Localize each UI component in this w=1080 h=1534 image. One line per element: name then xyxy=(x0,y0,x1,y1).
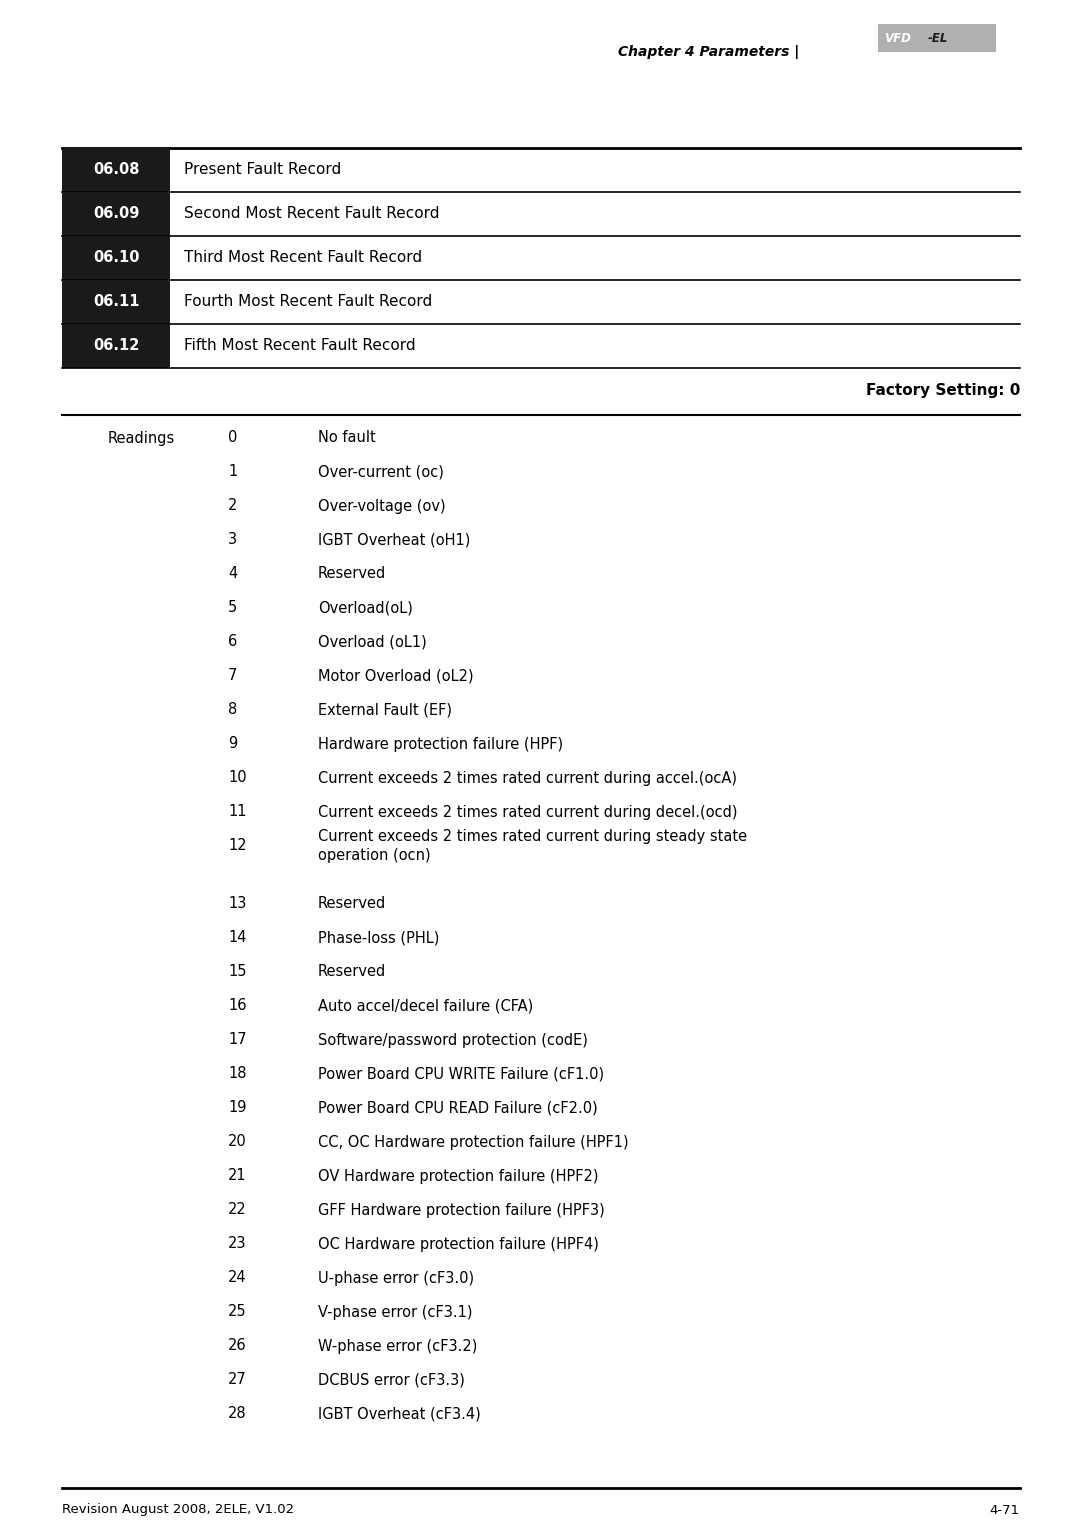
Text: CC, OC Hardware protection failure (HPF1): CC, OC Hardware protection failure (HPF1… xyxy=(318,1135,629,1149)
Text: Reserved: Reserved xyxy=(318,896,387,911)
Text: 6: 6 xyxy=(228,635,238,649)
Text: Chapter 4 Parameters |: Chapter 4 Parameters | xyxy=(618,44,799,58)
Text: 11: 11 xyxy=(228,804,246,819)
Text: 26: 26 xyxy=(228,1339,246,1353)
Text: External Fault (EF): External Fault (EF) xyxy=(318,703,453,718)
Text: 15: 15 xyxy=(228,965,246,980)
Bar xyxy=(62,281,170,324)
Text: Software/password protection (codE): Software/password protection (codE) xyxy=(318,1032,588,1048)
Text: 1: 1 xyxy=(228,465,238,480)
Text: 24: 24 xyxy=(228,1270,246,1285)
Text: 28: 28 xyxy=(228,1407,246,1422)
Text: 14: 14 xyxy=(228,931,246,945)
Text: Third Most Recent Fault Record: Third Most Recent Fault Record xyxy=(184,250,422,265)
Text: 10: 10 xyxy=(228,770,246,785)
Text: U-phase error (cF3.0): U-phase error (cF3.0) xyxy=(318,1270,474,1285)
Text: 27: 27 xyxy=(228,1373,246,1387)
Text: No fault: No fault xyxy=(318,431,376,445)
Text: Over-current (oc): Over-current (oc) xyxy=(318,465,444,480)
Text: Hardware protection failure (HPF): Hardware protection failure (HPF) xyxy=(318,736,563,752)
Text: Auto accel/decel failure (CFA): Auto accel/decel failure (CFA) xyxy=(318,999,534,1014)
Text: 0: 0 xyxy=(228,431,238,445)
Text: OV Hardware protection failure (HPF2): OV Hardware protection failure (HPF2) xyxy=(318,1169,598,1184)
Text: Fourth Most Recent Fault Record: Fourth Most Recent Fault Record xyxy=(184,295,432,310)
Bar xyxy=(62,147,170,192)
Text: 2: 2 xyxy=(228,499,238,514)
Text: Current exceeds 2 times rated current during decel.(ocd): Current exceeds 2 times rated current du… xyxy=(318,804,738,819)
Text: 06.09: 06.09 xyxy=(93,207,139,221)
Text: 12: 12 xyxy=(228,839,246,853)
Text: 22: 22 xyxy=(228,1203,246,1218)
Text: IGBT Overheat (cF3.4): IGBT Overheat (cF3.4) xyxy=(318,1407,481,1422)
Text: 06.12: 06.12 xyxy=(93,339,139,353)
Text: Power Board CPU READ Failure (cF2.0): Power Board CPU READ Failure (cF2.0) xyxy=(318,1100,597,1115)
Bar xyxy=(62,324,170,368)
Text: 25: 25 xyxy=(228,1304,246,1319)
Text: 7: 7 xyxy=(228,669,238,684)
Text: Motor Overload (oL2): Motor Overload (oL2) xyxy=(318,669,474,684)
Text: 4-71: 4-71 xyxy=(990,1503,1020,1517)
Text: Reserved: Reserved xyxy=(318,566,387,581)
Text: 19: 19 xyxy=(228,1100,246,1115)
Text: Phase-loss (PHL): Phase-loss (PHL) xyxy=(318,931,440,945)
Text: 17: 17 xyxy=(228,1032,246,1048)
Text: Power Board CPU WRITE Failure (cF1.0): Power Board CPU WRITE Failure (cF1.0) xyxy=(318,1066,604,1081)
Text: 9: 9 xyxy=(228,736,238,752)
Text: 13: 13 xyxy=(228,896,246,911)
Bar xyxy=(62,236,170,281)
Text: -EL: -EL xyxy=(928,32,948,44)
Text: 06.11: 06.11 xyxy=(93,295,139,310)
Text: 4: 4 xyxy=(228,566,238,581)
Text: Overload(oL): Overload(oL) xyxy=(318,600,413,615)
Text: 23: 23 xyxy=(228,1236,246,1252)
Text: GFF Hardware protection failure (HPF3): GFF Hardware protection failure (HPF3) xyxy=(318,1203,605,1218)
Text: IGBT Overheat (oH1): IGBT Overheat (oH1) xyxy=(318,532,471,548)
Text: 18: 18 xyxy=(228,1066,246,1081)
Text: 06.08: 06.08 xyxy=(93,163,139,178)
Text: 3: 3 xyxy=(228,532,238,548)
Text: VFD: VFD xyxy=(885,32,910,44)
Text: Over-voltage (ov): Over-voltage (ov) xyxy=(318,499,446,514)
Text: Fifth Most Recent Fault Record: Fifth Most Recent Fault Record xyxy=(184,339,416,353)
Text: Current exceeds 2 times rated current during accel.(ocA): Current exceeds 2 times rated current du… xyxy=(318,770,737,785)
Text: 06.10: 06.10 xyxy=(93,250,139,265)
Text: Current exceeds 2 times rated current during steady state
operation (ocn): Current exceeds 2 times rated current du… xyxy=(318,828,747,864)
Text: Second Most Recent Fault Record: Second Most Recent Fault Record xyxy=(184,207,440,221)
Text: DCBUS error (cF3.3): DCBUS error (cF3.3) xyxy=(318,1373,464,1387)
Text: W-phase error (cF3.2): W-phase error (cF3.2) xyxy=(318,1339,477,1353)
Bar xyxy=(878,25,996,52)
Text: V-phase error (cF3.1): V-phase error (cF3.1) xyxy=(318,1304,473,1319)
Text: 8: 8 xyxy=(228,703,238,718)
Text: Overload (oL1): Overload (oL1) xyxy=(318,635,427,649)
Bar xyxy=(62,192,170,236)
Text: OC Hardware protection failure (HPF4): OC Hardware protection failure (HPF4) xyxy=(318,1236,599,1252)
Text: Readings: Readings xyxy=(108,431,175,445)
Text: 5: 5 xyxy=(228,600,238,615)
Text: Reserved: Reserved xyxy=(318,965,387,980)
Text: Factory Setting: 0: Factory Setting: 0 xyxy=(866,382,1020,397)
Text: Present Fault Record: Present Fault Record xyxy=(184,163,341,178)
Text: 16: 16 xyxy=(228,999,246,1014)
Text: 20: 20 xyxy=(228,1135,246,1149)
Text: 21: 21 xyxy=(228,1169,246,1184)
Text: Revision August 2008, 2ELE, V1.02: Revision August 2008, 2ELE, V1.02 xyxy=(62,1503,294,1517)
